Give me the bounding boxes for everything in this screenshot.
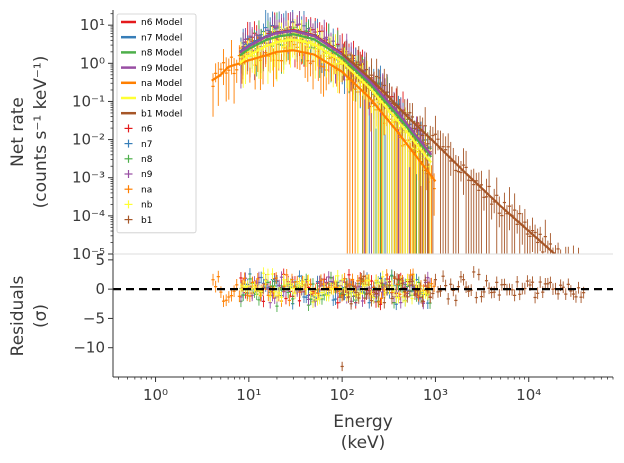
legend-label: n8 bbox=[141, 155, 153, 165]
legend-label: b1 bbox=[141, 216, 152, 226]
legend-label: b1 Model bbox=[141, 109, 182, 119]
top-y-tick-label: 10⁻⁵ bbox=[72, 245, 105, 263]
x-tick-label: 10¹ bbox=[236, 386, 261, 404]
legend-label: na Model bbox=[141, 79, 182, 89]
legend-label: n8 Model bbox=[141, 49, 182, 59]
residual-points bbox=[211, 266, 586, 372]
model-curves bbox=[211, 29, 556, 255]
x-tick-label: 10³ bbox=[423, 386, 448, 404]
legend-label: n7 bbox=[141, 140, 152, 150]
top-axes: 10¹ 10⁰ 10⁻¹ 10⁻² 10⁻³ 10⁻⁴ 10⁻⁵ bbox=[72, 10, 613, 263]
legend-label: n9 bbox=[141, 170, 153, 180]
bottom-y-tick-label: −10 bbox=[73, 339, 105, 357]
top-y-tick-label: 10⁻² bbox=[72, 131, 105, 149]
bottom-y-tick-label: 0 bbox=[95, 280, 105, 298]
x-tick-label: 10² bbox=[330, 386, 355, 404]
legend: n6 Model n7 Model n8 Model n9 Model na Model… bbox=[116, 13, 197, 234]
legend-label: n6 bbox=[141, 125, 153, 135]
legend-label: n6 Model bbox=[141, 18, 182, 28]
top-y-tick-label: 10⁻¹ bbox=[72, 92, 105, 110]
legend-label: n7 Model bbox=[141, 33, 182, 43]
top-y-tick-label: 10⁰ bbox=[80, 54, 105, 72]
legend-label: nb bbox=[141, 201, 153, 211]
x-tick-label: 10⁴ bbox=[516, 386, 541, 404]
model-curve-n9 bbox=[239, 30, 433, 156]
bottom-y-tick-label: 5 bbox=[95, 251, 105, 269]
legend-label: nb Model bbox=[141, 94, 182, 104]
top-y-axis-label: Net rate bbox=[8, 97, 28, 167]
errorbars-b1 bbox=[341, 40, 579, 254]
legend-label: na bbox=[141, 185, 152, 195]
model-curve-b1 bbox=[341, 52, 556, 255]
top-y-axis-unit: (counts s⁻¹ keV⁻¹) bbox=[31, 56, 51, 209]
x-axis-label: Energy bbox=[333, 412, 393, 432]
top-y-tick-label: 10⁻³ bbox=[72, 169, 105, 187]
bottom-y-axis-unit: (σ) bbox=[31, 304, 51, 328]
top-y-tick-label: 10⁻⁴ bbox=[72, 207, 105, 225]
legend-label: n9 Model bbox=[141, 64, 182, 74]
top-y-tick-label: 10¹ bbox=[80, 16, 105, 34]
axis-labels: Energy(keV) Net rate (counts s⁻¹ keV⁻¹) Res… bbox=[8, 56, 393, 453]
bottom-axes: 5 0 −5 −10 10⁰ 10¹ 10² 10³ 10⁴ bbox=[73, 251, 614, 404]
bottom-y-axis-label: Residuals bbox=[8, 276, 28, 357]
bottom-y-tick-label: −5 bbox=[83, 309, 105, 327]
model-curve-na bbox=[211, 49, 437, 183]
x-axis-unit: (keV) bbox=[341, 433, 386, 453]
model-curve-n8 bbox=[239, 33, 433, 158]
model-curve-nb bbox=[239, 38, 433, 164]
legend-box bbox=[116, 13, 197, 234]
x-tick-label: 10⁰ bbox=[143, 386, 168, 404]
